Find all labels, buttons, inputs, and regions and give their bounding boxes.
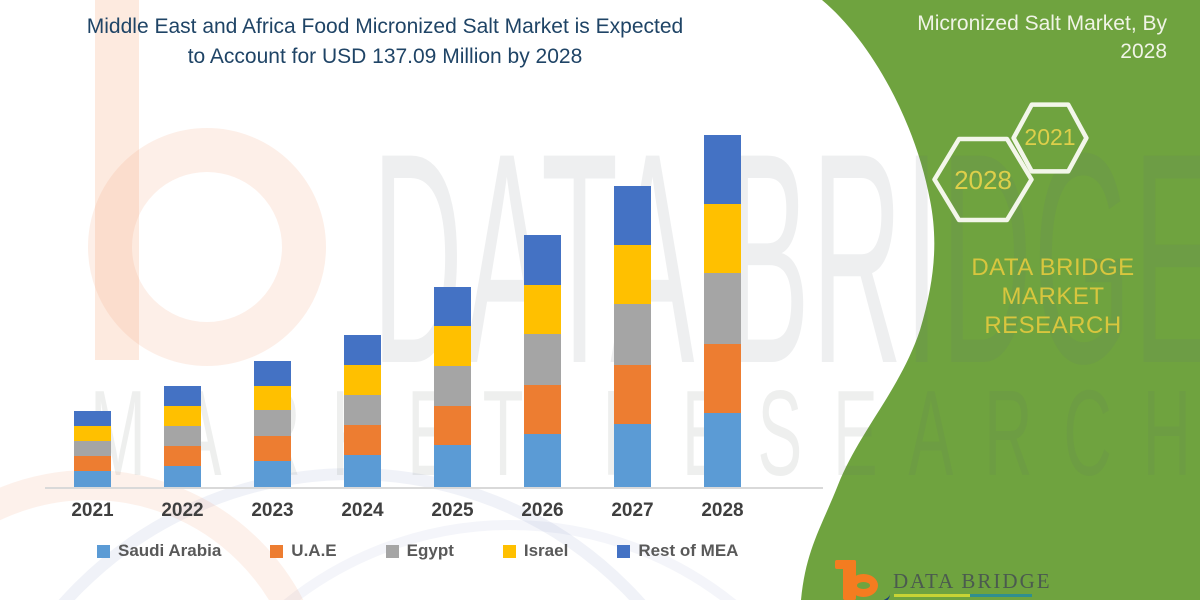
x-axis-label: 2022 xyxy=(161,500,204,521)
legend-label: Saudi Arabia xyxy=(118,541,222,560)
page-title-line2: to Account for USD 137.09 Million by 202… xyxy=(187,45,583,68)
side-panel-brand-text: DATA BRIDGE MARKET RESEARCH xyxy=(930,253,1176,340)
logo-b-icon xyxy=(849,574,878,597)
bar-segment-israel xyxy=(74,426,111,442)
x-axis-label: 2026 xyxy=(521,500,564,521)
hexagon-graphic xyxy=(932,102,1089,223)
legend-swatch xyxy=(385,544,399,558)
legend-swatch xyxy=(97,544,110,558)
legend-swatch xyxy=(617,544,631,558)
brand-line1: DATA BRIDGE MARKET xyxy=(971,254,1135,310)
bar-segment-u-a-e xyxy=(74,456,111,472)
bar-segment-rest-of-mea xyxy=(524,235,561,285)
bar-segment-u-a-e xyxy=(164,445,201,466)
legend-label: Rest of MEA xyxy=(638,541,739,560)
bar-segment-egypt xyxy=(344,394,381,426)
bar-segment-saudi-arabia xyxy=(254,460,291,487)
bar-segment-saudi-arabia xyxy=(524,434,561,487)
legend-label: Israel xyxy=(523,541,569,560)
bar-segment-saudi-arabia xyxy=(704,413,741,487)
bar-segment-rest-of-mea xyxy=(344,334,381,366)
x-axis-label: 2021 xyxy=(71,500,114,521)
bar-segment-israel xyxy=(524,284,561,335)
bar-segment-rest-of-mea xyxy=(164,386,201,406)
bar-segment-saudi-arabia xyxy=(344,455,381,487)
x-axis-label: 2023 xyxy=(251,500,294,521)
x-axis-label: 2028 xyxy=(701,500,744,521)
hexagon-small-label: 2021 xyxy=(1024,124,1076,150)
bar-segment-saudi-arabia xyxy=(74,471,111,487)
x-axis-label: 2025 xyxy=(431,500,474,521)
x-axis-line xyxy=(45,487,823,489)
bar-segment-egypt xyxy=(614,304,651,365)
logo-underline xyxy=(894,594,1032,597)
side-panel-title: Micronized Salt Market, By 2028 xyxy=(917,12,1167,63)
bar-segment-u-a-e xyxy=(704,343,741,414)
bar-segment-israel xyxy=(254,385,291,411)
hexagon-small xyxy=(1011,102,1089,174)
bar-segment-saudi-arabia xyxy=(164,465,201,487)
bar-segment-egypt xyxy=(434,365,471,406)
bar-segment-egypt xyxy=(524,334,561,385)
legend-item: Rest of MEA xyxy=(617,541,738,561)
bar-segment-israel xyxy=(704,204,741,274)
bar-segment-u-a-e xyxy=(524,384,561,435)
legend-swatch xyxy=(270,544,284,558)
legend-label: Egypt xyxy=(406,541,454,560)
legend-item: Israel xyxy=(502,541,569,561)
legend-swatch xyxy=(502,544,516,558)
page-title-line1: Middle East and Africa Food Micronized S… xyxy=(86,15,684,38)
hexagon-large xyxy=(932,136,1034,223)
bar-segment-israel xyxy=(164,405,201,426)
bar-segment-saudi-arabia xyxy=(614,423,651,487)
bar-segment-rest-of-mea xyxy=(704,134,741,205)
bar-segment-israel xyxy=(344,365,381,395)
bar-segment-egypt xyxy=(164,425,201,446)
hexagon-large-label: 2028 xyxy=(954,165,1012,195)
bar-segment-u-a-e xyxy=(614,364,651,424)
bar-segment-egypt xyxy=(74,441,111,457)
green-panel-path xyxy=(801,0,1200,600)
bar-segment-rest-of-mea xyxy=(74,411,111,427)
data-bridge-logo: DATA BRIDGE MARKET RESEARCH xyxy=(824,556,1068,600)
bar-segment-israel xyxy=(434,326,471,366)
logo-brand-text: DATA BRIDGE xyxy=(893,569,1052,593)
bar-segment-rest-of-mea xyxy=(434,286,471,327)
bar-segment-u-a-e xyxy=(344,425,381,456)
bar-segment-egypt xyxy=(704,273,741,344)
logo-swoosh-icon xyxy=(824,580,892,600)
bar-segment-egypt xyxy=(254,410,291,436)
legend-item: Egypt xyxy=(385,541,454,561)
x-axis-label: 2024 xyxy=(341,500,384,521)
brand-line2: RESEARCH xyxy=(984,312,1122,339)
x-axis-label: 2027 xyxy=(611,500,654,521)
bar-segment-israel xyxy=(614,245,651,305)
legend: Saudi Arabia U.A.E Egypt Israel Rest of MEA xyxy=(97,541,738,561)
page-title: Middle East and Africa Food Micronized S… xyxy=(55,12,715,72)
bar-segment-saudi-arabia xyxy=(434,444,471,487)
legend-item: Saudi Arabia xyxy=(97,541,221,561)
bar-segment-u-a-e xyxy=(434,405,471,445)
legend-item: U.A.E xyxy=(270,541,337,561)
legend-label: U.A.E xyxy=(291,541,337,560)
bar-segment-rest-of-mea xyxy=(614,186,651,246)
bar-segment-u-a-e xyxy=(254,435,291,461)
bar-segment-rest-of-mea xyxy=(254,360,291,386)
